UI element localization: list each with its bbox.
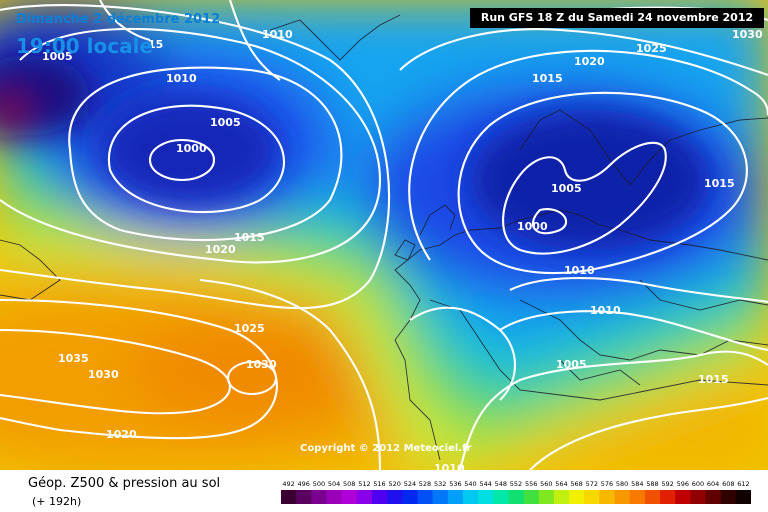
scale-swatch xyxy=(675,490,691,504)
scale-swatch xyxy=(599,490,615,504)
scale-tick-label: 592 xyxy=(661,480,673,488)
scale-swatch xyxy=(387,490,403,504)
isobar-label: 1025 xyxy=(234,322,265,335)
isobar-label: 1010 xyxy=(434,462,465,470)
isobar-label: 1015 xyxy=(698,373,729,386)
isobar-label: 15 xyxy=(148,38,163,51)
copyright-notice: Copyright © 2012 Meteociel.fr xyxy=(300,443,472,454)
scale-swatch xyxy=(462,490,479,504)
scale-swatch xyxy=(538,490,555,504)
scale-tick-label: 604 xyxy=(707,480,719,488)
scale-tick-label: 552 xyxy=(510,480,522,488)
scale-tick-label: 608 xyxy=(722,480,734,488)
scale-swatch xyxy=(629,490,646,504)
isobar-label: 1020 xyxy=(574,55,605,68)
scale-tick-label: 600 xyxy=(692,480,704,488)
scale-tick-label: 500 xyxy=(313,480,325,488)
scale-swatch xyxy=(553,490,570,504)
isobar-label: 1010 xyxy=(262,28,293,41)
scale-swatch xyxy=(281,490,297,504)
isobar-label: 1005 xyxy=(551,182,582,195)
scale-swatch xyxy=(720,490,737,504)
scale-swatch xyxy=(311,490,327,504)
scale-swatch xyxy=(508,490,524,504)
isobar-label: 1025 xyxy=(636,42,667,55)
isobar-label: 1030 xyxy=(732,28,763,41)
isobar-label: 1010 xyxy=(590,304,621,317)
scale-swatch xyxy=(735,490,751,504)
scale-tick-label: 532 xyxy=(434,480,446,488)
scale-swatch xyxy=(432,490,449,504)
model-run-label: Run GFS 18 Z du Samedi 24 novembre 2012 xyxy=(470,8,764,28)
forecast-time: 19:00 locale xyxy=(16,34,153,58)
scale-tick-label: 564 xyxy=(555,480,567,488)
scale-swatch xyxy=(341,490,358,504)
map-title: Géop. Z500 & pression au sol xyxy=(28,476,221,491)
scale-tick-label: 524 xyxy=(404,480,416,488)
scale-tick-label: 492 xyxy=(282,480,294,488)
scale-swatch xyxy=(447,490,464,504)
scale-swatch xyxy=(523,490,540,504)
scale-swatch xyxy=(584,490,600,504)
isobar-label: 1020 xyxy=(106,428,137,441)
scale-tick-label: 572 xyxy=(586,480,598,488)
scale-swatch xyxy=(660,490,676,504)
forecast-map: 1005 15 1010 1010 1005 1000 1015 1020 10… xyxy=(0,0,768,470)
isobar-label: 1005 xyxy=(556,358,587,371)
isobar-labels: 1005 15 1010 1010 1005 1000 1015 1020 10… xyxy=(42,28,763,470)
isobar-label: 1030 xyxy=(88,368,119,381)
scale-swatch xyxy=(296,490,312,504)
scale-tick-label: 612 xyxy=(737,480,749,488)
isobar-label: 1015 xyxy=(704,177,735,190)
forecast-offset: (+ 192h) xyxy=(32,495,82,508)
scale-swatch xyxy=(644,490,661,504)
scale-swatch xyxy=(417,490,434,504)
scale-tick-label: 596 xyxy=(677,480,689,488)
scale-tick-label: 568 xyxy=(570,480,582,488)
scale-swatch xyxy=(614,490,631,504)
scale-tick-label: 576 xyxy=(601,480,613,488)
isobar-label: 1030 xyxy=(246,358,277,371)
scale-tick-label: 544 xyxy=(479,480,491,488)
scale-tick-label: 508 xyxy=(343,480,355,488)
isobar-label: 1000 xyxy=(176,142,207,155)
geopotential-field xyxy=(0,0,768,470)
scale-tick-label: 512 xyxy=(358,480,370,488)
isobar-label: 1015 xyxy=(234,231,265,244)
forecast-date: Dimanche 2 décembre 2012 xyxy=(16,12,221,27)
scale-swatch xyxy=(690,490,706,504)
scale-swatch xyxy=(402,490,418,504)
isobar-label: 1005 xyxy=(42,50,73,63)
isobar-label: 1000 xyxy=(517,220,548,233)
scale-swatch xyxy=(372,490,388,504)
isobar-label: 1010 xyxy=(564,264,595,277)
scale-tick-label: 504 xyxy=(328,480,340,488)
scale-tick-label: 556 xyxy=(525,480,537,488)
scale-swatch xyxy=(326,490,343,504)
scale-tick-label: 516 xyxy=(373,480,385,488)
scale-swatch xyxy=(356,490,373,504)
scale-tick-label: 496 xyxy=(297,480,309,488)
scale-tick-label: 528 xyxy=(419,480,431,488)
scale-tick-label: 548 xyxy=(495,480,507,488)
scale-tick-label: 540 xyxy=(464,480,476,488)
scale-swatch xyxy=(569,490,585,504)
isobar-label: 1035 xyxy=(58,352,89,365)
scale-swatch xyxy=(705,490,722,504)
scale-tick-label: 520 xyxy=(388,480,400,488)
scale-swatch xyxy=(478,490,494,504)
isobar-label: 1010 xyxy=(166,72,197,85)
isobar-label: 1020 xyxy=(205,243,236,256)
coastlines xyxy=(0,14,768,461)
isobar-label: 1005 xyxy=(210,116,241,129)
scale-tick-label: 584 xyxy=(631,480,643,488)
scale-tick-label: 536 xyxy=(449,480,461,488)
scale-tick-label: 580 xyxy=(616,480,628,488)
scale-swatch xyxy=(493,490,509,504)
scale-tick-label: 588 xyxy=(646,480,658,488)
isobar-label: 1015 xyxy=(532,72,563,85)
color-scale: 492 496 500 504 508 512 516 520 524 528 532 536 540 5… xyxy=(281,480,751,504)
scale-tick-label: 560 xyxy=(540,480,552,488)
